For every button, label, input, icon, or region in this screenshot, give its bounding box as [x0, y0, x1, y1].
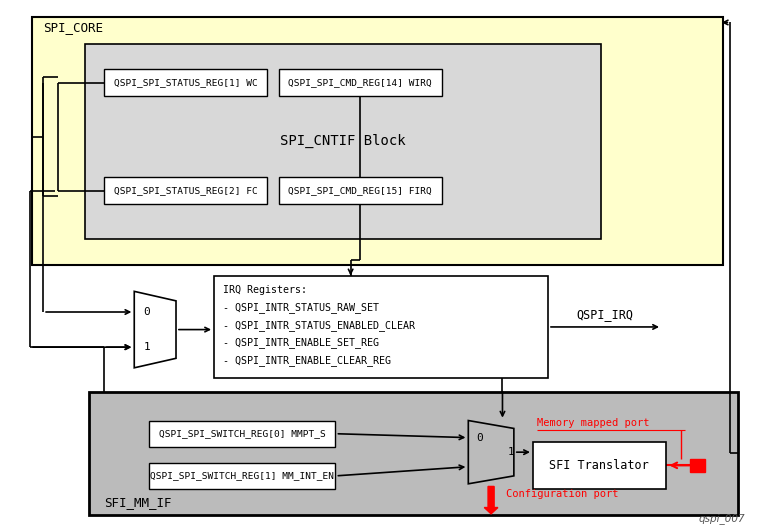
Polygon shape [134, 292, 176, 368]
Text: qspi_007: qspi_007 [699, 514, 745, 524]
Bar [278, 177, 442, 205]
Bar [88, 392, 738, 516]
Text: - QSPI_INTR_ENABLE_SET_REG: - QSPI_INTR_ENABLE_SET_REG [223, 337, 379, 348]
Text: - QSPI_INTR_STATUS_RAW_SET: - QSPI_INTR_STATUS_RAW_SET [223, 303, 379, 313]
Polygon shape [469, 420, 514, 484]
Text: IRQ Registers:: IRQ Registers: [223, 285, 307, 295]
Text: - QSPI_INTR_ENABLE_CLEAR_REG: - QSPI_INTR_ENABLE_CLEAR_REG [223, 355, 391, 366]
Text: QSPI_SPI_SWITCH_REG[1] MM_INT_EN: QSPI_SPI_SWITCH_REG[1] MM_INT_EN [150, 471, 335, 480]
Text: SFI_MM_IF: SFI_MM_IF [104, 496, 171, 509]
Bar [149, 420, 335, 447]
Text: QSPI_SPI_STATUS_REG[2] FC: QSPI_SPI_STATUS_REG[2] FC [114, 186, 258, 195]
Bar [278, 69, 442, 96]
Text: SPI_CNTIF Block: SPI_CNTIF Block [280, 134, 406, 148]
FancyArrow shape [485, 487, 498, 514]
Bar [104, 69, 267, 96]
Text: Configuration port: Configuration port [506, 489, 619, 499]
Bar [214, 276, 548, 378]
Bar [149, 463, 335, 489]
Text: SFI Translator: SFI Translator [549, 459, 649, 472]
Bar [533, 441, 666, 489]
Bar [690, 459, 705, 472]
Text: 1: 1 [143, 342, 150, 352]
Text: QSPI_IRQ: QSPI_IRQ [577, 307, 633, 321]
Text: - QSPI_INTR_STATUS_ENABLED_CLEAR: - QSPI_INTR_STATUS_ENABLED_CLEAR [223, 320, 415, 331]
Bar [32, 17, 722, 265]
Text: 0: 0 [476, 432, 482, 443]
Text: SPI_CORE: SPI_CORE [43, 21, 103, 34]
Text: 1: 1 [507, 447, 514, 457]
Text: 0: 0 [143, 307, 150, 317]
Bar [104, 177, 267, 205]
Bar [85, 43, 601, 238]
Text: QSPI_SPI_CMD_REG[15] FIRQ: QSPI_SPI_CMD_REG[15] FIRQ [288, 186, 432, 195]
Text: QSPI_SPI_CMD_REG[14] WIRQ: QSPI_SPI_CMD_REG[14] WIRQ [288, 78, 432, 87]
Text: QSPI_SPI_STATUS_REG[1] WC: QSPI_SPI_STATUS_REG[1] WC [114, 78, 258, 87]
Text: Memory mapped port: Memory mapped port [536, 419, 649, 428]
Text: QSPI_SPI_SWITCH_REG[0] MMPT_S: QSPI_SPI_SWITCH_REG[0] MMPT_S [159, 429, 326, 438]
